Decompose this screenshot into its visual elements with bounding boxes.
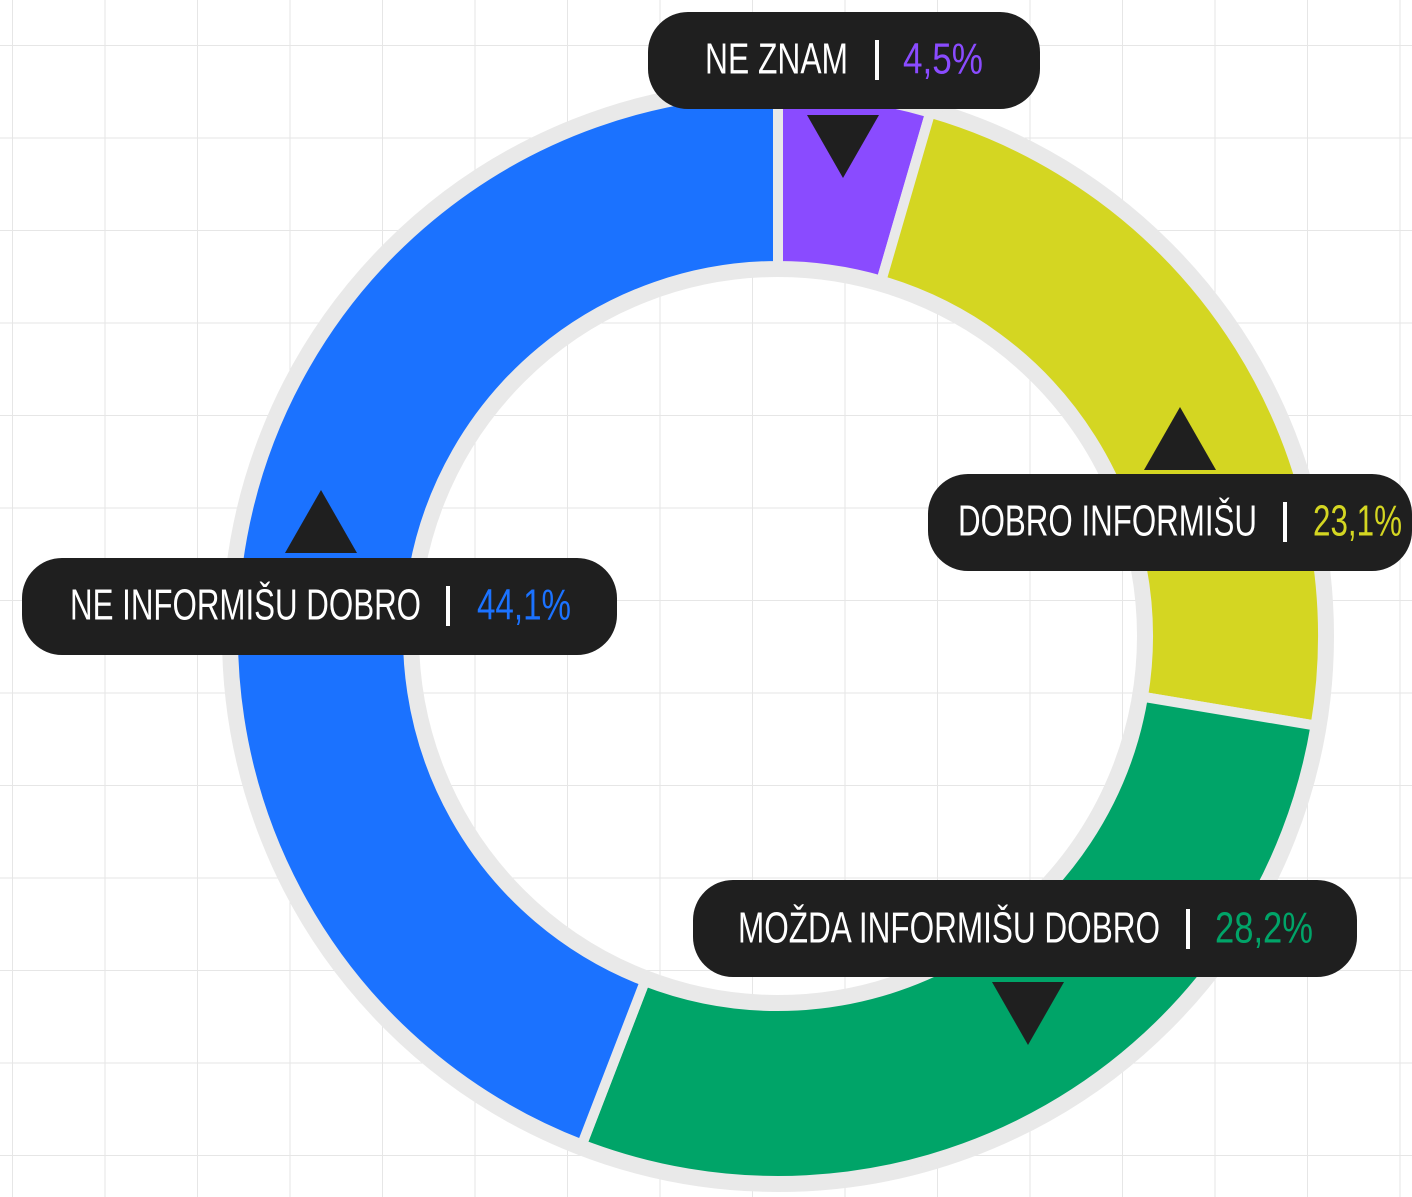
category-label: DOBRO INFORMIŠU [958, 496, 1257, 546]
callout: NE ZNAM 4,5% [648, 12, 1040, 178]
callout-pointer [285, 490, 357, 553]
callout: MOŽDA INFORMIŠU DOBRO 28,2% [693, 880, 1357, 1045]
callout-pointer [807, 115, 879, 178]
value-label: 44,1% [477, 581, 571, 630]
labels: NE ZNAM 4,5% DOBRO INFORMIŠU 23,1% MOŽDA INF… [22, 12, 1412, 1045]
donut-segment [875, 106, 1328, 732]
category-label: MOŽDA INFORMIŠU DOBRO [738, 903, 1160, 953]
callout: NE INFORMIŠU DOBRO 44,1% [22, 490, 617, 655]
callout-box [693, 880, 1357, 977]
category-label: NE INFORMIŠU DOBRO [70, 580, 421, 630]
callout: DOBRO INFORMIŠU 23,1% [928, 407, 1412, 571]
category-label: NE ZNAM [705, 35, 848, 84]
callout-box [928, 474, 1412, 571]
separator [1283, 502, 1287, 542]
callout-box [648, 12, 1040, 109]
value-label: 28,2% [1215, 904, 1313, 953]
value-label: 23,1% [1313, 497, 1402, 546]
callout-pointer [1144, 407, 1216, 470]
callout-box [22, 558, 617, 655]
separator [1186, 909, 1190, 949]
separator [875, 40, 879, 80]
separator [446, 586, 450, 626]
value-label: 4,5% [903, 35, 983, 84]
callout-pointer [992, 982, 1064, 1045]
